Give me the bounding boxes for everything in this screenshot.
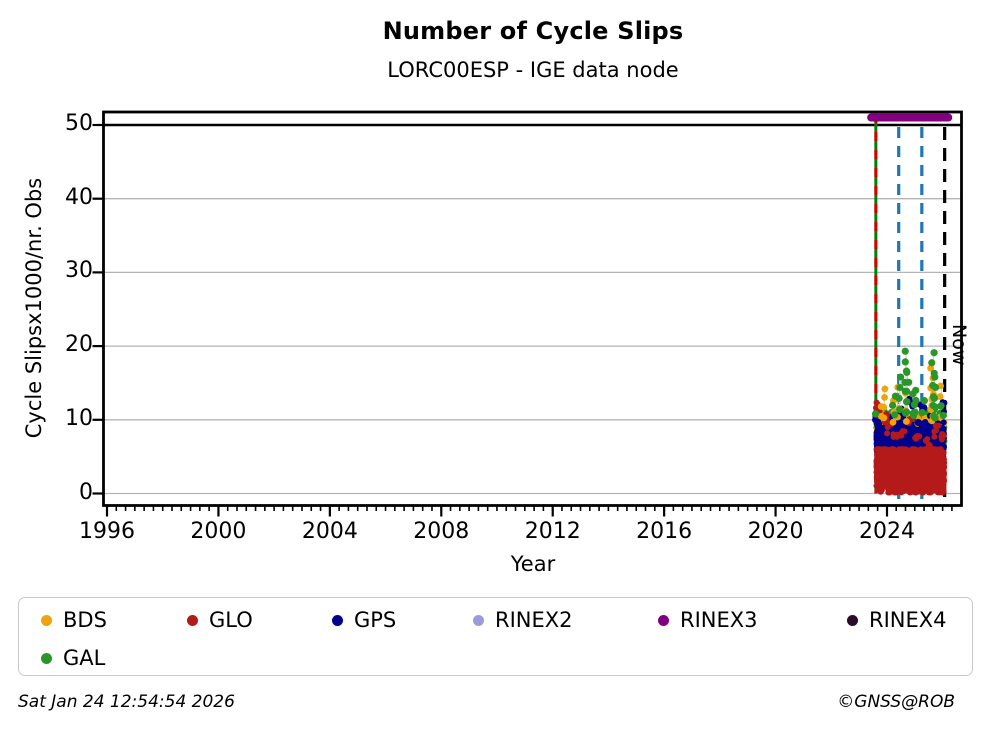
x-tick-label: 2004 <box>301 519 358 544</box>
legend: BDS GLO GPS RINEX2 RINEX3 RINEX4 GAL <box>18 597 973 676</box>
legend-label: GLO <box>209 608 253 632</box>
gal-dot-icon <box>41 652 52 664</box>
footer-copyright: ©GNSS@ROB <box>837 692 955 712</box>
now-label: Now <box>948 324 970 366</box>
bds-dot-icon <box>41 614 52 626</box>
legend-item-bds: BDS <box>41 607 107 633</box>
x-tick-label: 2016 <box>636 519 693 544</box>
legend-item-rinex3: RINEX3 <box>658 607 758 633</box>
legend-item-rinex2: RINEX2 <box>473 607 573 633</box>
x-tick-label: 2020 <box>747 519 804 544</box>
legend-label: RINEX3 <box>680 608 758 632</box>
y-axis-label: Cycle Slipsx1000/nr. Obs <box>22 177 46 439</box>
glo-dot-icon <box>187 614 198 626</box>
x-tick-label: 2000 <box>190 519 247 544</box>
x-axis-label: Year <box>510 552 556 576</box>
legend-item-glo: GLO <box>187 607 253 633</box>
legend-label: GAL <box>63 646 106 670</box>
x-tick-label: 1996 <box>79 519 135 544</box>
rinex3-dot-icon <box>658 614 669 626</box>
y-tick-label: 30 <box>65 258 93 284</box>
y-tick-label: 0 <box>79 479 93 505</box>
x-tick-label: 2012 <box>524 519 581 544</box>
legend-label: GPS <box>354 608 397 632</box>
y-tick-label: 50 <box>65 111 93 136</box>
legend-item-gps: GPS <box>332 607 396 633</box>
gps-dot-icon <box>332 614 343 626</box>
legend-label: RINEX2 <box>495 608 573 632</box>
rinex4-dot-icon <box>847 614 858 626</box>
x-tick-label: 2024 <box>858 519 915 544</box>
footer-timestamp: Sat Jan 24 12:54:54 2026 <box>18 692 235 712</box>
legend-label: RINEX4 <box>869 608 947 632</box>
y-tick-label: 40 <box>65 184 93 210</box>
x-tick-label: 2008 <box>413 519 470 544</box>
y-tick-label: 10 <box>65 405 93 431</box>
rinex2-dot-icon <box>473 614 484 626</box>
legend-item-gal: GAL <box>41 645 105 671</box>
legend-item-rinex4: RINEX4 <box>847 607 947 633</box>
plot-canvas <box>0 0 992 590</box>
legend-label: BDS <box>63 608 107 632</box>
y-tick-label: 20 <box>65 332 93 358</box>
